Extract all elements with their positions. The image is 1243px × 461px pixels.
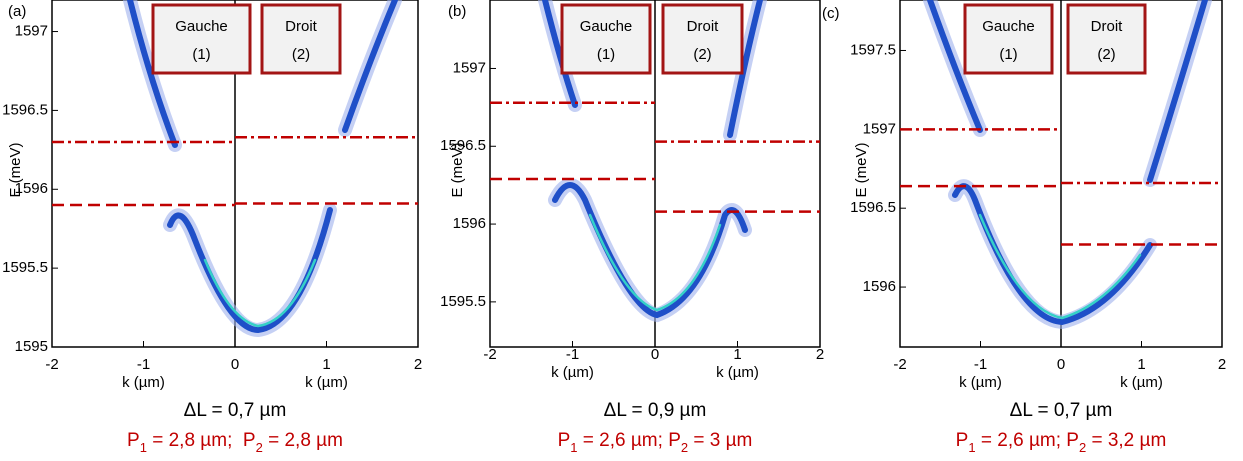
x-tick-label: 1 xyxy=(733,346,741,363)
y-tick-label: 1597 xyxy=(15,23,48,40)
subscript: 2 xyxy=(256,440,263,455)
caption: ΔL = 0,9 µm xyxy=(604,400,707,421)
y-tick-label: 1596.5 xyxy=(2,101,48,118)
region-index: (1) xyxy=(999,46,1017,63)
y-tick-label: 1596 xyxy=(863,278,896,295)
y-tick-label: 1595.5 xyxy=(2,259,48,276)
x-axis-label: k (µm) xyxy=(305,374,348,391)
curves xyxy=(123,0,1212,338)
caption-text: = 2,6 µm; P xyxy=(976,430,1079,451)
y-axis-label: E (meV) xyxy=(853,142,870,197)
subscript: 2 xyxy=(681,440,688,455)
x-tick-label: -1 xyxy=(974,356,987,373)
y-tick-label: 1595 xyxy=(15,338,48,355)
y-axis-label: E (meV) xyxy=(7,142,24,197)
band xyxy=(927,0,1208,326)
region-index: (2) xyxy=(292,46,310,63)
x-tick-label: 1 xyxy=(322,356,330,373)
region-box xyxy=(560,3,652,75)
band-peak xyxy=(978,213,1142,320)
region-index: (2) xyxy=(693,46,711,63)
caption-text: = 2,8 µm xyxy=(263,430,343,451)
region-name: Droit xyxy=(285,18,318,35)
x-axis-label: k (µm) xyxy=(959,374,1002,391)
x-tick-label: 0 xyxy=(1057,356,1065,373)
x-tick-label: 2 xyxy=(1218,356,1226,373)
caption-text: P xyxy=(558,430,571,451)
band-peak xyxy=(203,258,317,328)
caption-text: = 3 µm xyxy=(688,430,752,451)
x-tick-label: -1 xyxy=(566,346,579,363)
region-box xyxy=(963,3,1054,75)
period-caption: P1 = 2,6 µm; P2 = 3 µm xyxy=(558,430,753,455)
x-axis-label: k (µm) xyxy=(122,374,165,391)
x-axis-label: k (µm) xyxy=(551,364,594,381)
region-box xyxy=(151,3,252,75)
period-caption: P1 = 2,8 µm; P2 = 2,8 µm xyxy=(127,430,343,455)
y-tick-label: 1597.5 xyxy=(850,41,896,58)
region-index: (1) xyxy=(192,46,210,63)
y-tick-label: 1595.5 xyxy=(440,293,486,310)
region-name: Gauche xyxy=(175,18,228,35)
x-tick-label: -2 xyxy=(483,346,496,363)
y-tick-label: 1597 xyxy=(453,59,486,76)
caption-text: P xyxy=(127,430,140,451)
caption-text: = 2,8 µm; P xyxy=(147,430,256,451)
band-peak xyxy=(588,213,722,312)
period-caption: P1 = 2,6 µm; P2 = 3,2 µm xyxy=(956,430,1167,455)
y-axis-label: E (meV) xyxy=(449,142,466,197)
region-box xyxy=(1066,3,1147,75)
y-tick-label: 1596 xyxy=(453,215,486,232)
caption: ΔL = 0,7 µm xyxy=(1010,400,1113,421)
x-tick-label: 0 xyxy=(651,346,659,363)
region-box xyxy=(661,3,744,75)
x-tick-label: -2 xyxy=(893,356,906,373)
x-tick-label: 2 xyxy=(816,346,824,363)
x-tick-label: 2 xyxy=(414,356,422,373)
caption-text: = 3,2 µm xyxy=(1086,430,1166,451)
y-tick-label: 1596.5 xyxy=(850,199,896,216)
region-index: (1) xyxy=(597,46,615,63)
panel-letter: (c) xyxy=(822,5,840,22)
x-tick-label: 0 xyxy=(231,356,239,373)
y-tick-label: 1597 xyxy=(863,120,896,137)
region-index: (2) xyxy=(1097,46,1115,63)
x-tick-label: -2 xyxy=(45,356,58,373)
region-name: Droit xyxy=(1091,18,1124,35)
subscript: 1 xyxy=(968,440,975,455)
region-box xyxy=(260,3,342,75)
x-axis-label: k (µm) xyxy=(1120,374,1163,391)
caption: ΔL = 0,7 µm xyxy=(184,400,287,421)
x-axis-label: k (µm) xyxy=(716,364,759,381)
y-tick-label: 1596 xyxy=(15,180,48,197)
caption-text: = 2,6 µm; P xyxy=(578,430,681,451)
x-tick-label: 1 xyxy=(1137,356,1145,373)
panel-letter: (a) xyxy=(8,3,26,20)
subscript: 1 xyxy=(570,440,577,455)
caption-text: P xyxy=(956,430,969,451)
x-tick-label: -1 xyxy=(137,356,150,373)
region-name: Droit xyxy=(687,18,720,35)
y-tick-label: 1596.5 xyxy=(440,137,486,154)
subscript: 1 xyxy=(140,440,147,455)
subscript: 2 xyxy=(1079,440,1086,455)
region-name: Gauche xyxy=(580,18,633,35)
region-name: Gauche xyxy=(982,18,1035,35)
panel-letter: (b) xyxy=(448,3,466,20)
